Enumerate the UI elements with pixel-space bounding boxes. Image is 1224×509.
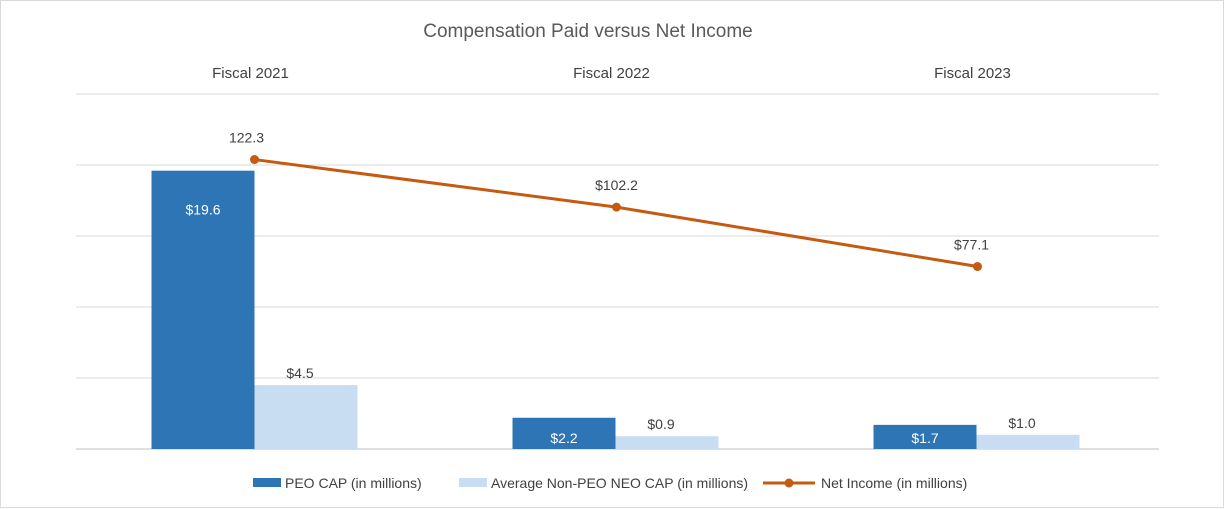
net-income-point — [973, 262, 982, 272]
category-label: Fiscal 2023 — [934, 65, 1011, 82]
legend-label: Average Non-PEO NEO CAP (in millions) — [491, 475, 748, 491]
bar-non-peo-cap — [254, 385, 358, 449]
bar-peo-cap — [512, 417, 616, 449]
data-label-non-peo-cap: $4.5 — [286, 365, 313, 381]
net-income-point — [250, 155, 259, 165]
data-label-net-income: $77.1 — [954, 237, 989, 253]
bar-peo-cap — [151, 170, 255, 449]
data-label-peo-cap: $19.6 — [185, 202, 220, 218]
legend-item-net-income: Net Income (in millions) — [763, 475, 967, 491]
bars — [151, 170, 1080, 449]
legend-label: PEO CAP (in millions) — [285, 475, 422, 491]
category-label: Fiscal 2022 — [573, 65, 650, 82]
legend-swatch-marker — [784, 478, 794, 488]
data-label-net-income: $102.2 — [595, 177, 638, 193]
data-label-peo-cap: $1.7 — [911, 430, 938, 446]
data-label-non-peo-cap: $1.0 — [1008, 415, 1035, 431]
bar-non-peo-cap — [976, 434, 1080, 449]
data-label-non-peo-cap: $0.9 — [647, 416, 674, 432]
legend-label: Net Income (in millions) — [821, 475, 967, 491]
net-income-series-line — [254, 158, 978, 269]
legend-item-non-peo-cap: Average Non-PEO NEO CAP (in millions) — [459, 475, 748, 491]
chart-title: Compensation Paid versus Net Income — [423, 21, 753, 42]
category-labels: Fiscal 2021 Fiscal 2022 Fiscal 2023 — [212, 65, 1011, 82]
bar-peo-cap — [873, 424, 977, 449]
net-income-line — [250, 155, 982, 272]
bar-non-peo-cap — [615, 436, 719, 449]
legend-swatch — [253, 478, 281, 487]
net-income-point — [612, 202, 621, 212]
legend: PEO CAP (in millions) Average Non-PEO NEO… — [253, 475, 967, 491]
legend-swatch — [459, 478, 487, 487]
data-label-net-income: 122.3 — [229, 130, 264, 146]
data-labels: $19.6 $4.5 $2.2 $0.9 $1.7 $1.0 122.3 $102.2 $77.… — [185, 130, 1035, 446]
category-label: Fiscal 2021 — [212, 65, 289, 82]
legend-item-peo-cap: PEO CAP (in millions) — [253, 475, 422, 491]
data-label-peo-cap: $2.2 — [550, 430, 577, 446]
